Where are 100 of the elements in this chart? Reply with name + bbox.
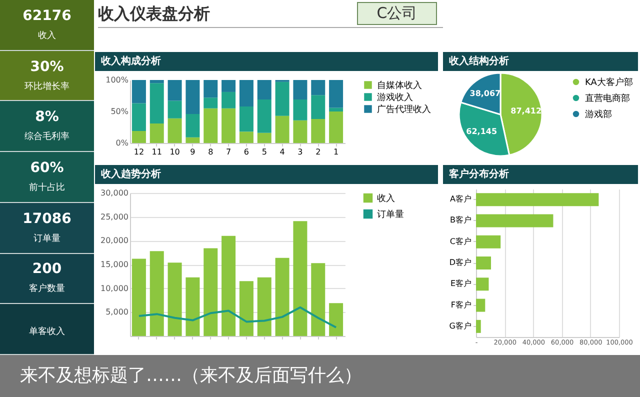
x-tick-label: 2 xyxy=(316,148,321,156)
legend-label: KA大客户部 xyxy=(585,77,633,88)
legend-label: 自媒体收入 xyxy=(377,80,422,91)
text: 30% xyxy=(29,58,65,75)
bar xyxy=(476,235,501,248)
text: 8% xyxy=(34,109,60,126)
chart-title: 收入结构分析 xyxy=(443,52,638,71)
bar xyxy=(186,114,200,138)
bar xyxy=(168,100,182,118)
legend-label: 游戏部 xyxy=(585,109,612,120)
legend-label: 直营电商部 xyxy=(585,93,630,104)
x-tick-label: 8 xyxy=(208,148,214,156)
bar xyxy=(222,108,236,143)
y-tick-label: E客户 xyxy=(450,279,472,288)
bar xyxy=(329,80,344,108)
bar xyxy=(257,277,272,336)
y-tick-label: 0% xyxy=(116,138,129,148)
y-tick-label: B客户 xyxy=(450,216,472,225)
x-tick-label: 4 xyxy=(280,148,285,156)
y-tick-label: 20,000 xyxy=(100,236,128,246)
bar xyxy=(132,131,146,143)
text: 前十占比 xyxy=(28,182,66,194)
bar xyxy=(186,137,200,143)
line-series xyxy=(138,306,338,328)
x-tick-label: 9 xyxy=(190,148,196,156)
bar xyxy=(186,277,200,336)
bar xyxy=(311,119,326,143)
x-tick-label: 6 xyxy=(244,148,250,156)
x-tick-label: 5 xyxy=(262,148,267,156)
x-tick-label: 1 xyxy=(333,148,339,156)
bar xyxy=(311,80,326,96)
legend-label: 收入 xyxy=(377,193,395,204)
y-tick-label: 100% xyxy=(106,76,129,84)
bar xyxy=(132,103,146,132)
y-tick-label: 30,000 xyxy=(100,188,128,198)
bar xyxy=(168,262,182,336)
x-tick-label: 11 xyxy=(152,148,162,156)
bar xyxy=(239,132,254,143)
bar xyxy=(257,132,272,143)
bar xyxy=(132,258,146,336)
bar xyxy=(311,95,326,120)
bar xyxy=(204,80,218,98)
text: 环比增长率 xyxy=(24,80,70,93)
bar xyxy=(257,100,272,133)
legend-label: 游戏收入 xyxy=(377,92,413,103)
bar xyxy=(293,80,308,100)
bar xyxy=(329,112,344,143)
y-tick-label: A客户 xyxy=(450,194,472,204)
text: 62176 xyxy=(22,8,72,24)
bar xyxy=(476,320,481,333)
chart-title: 客户分布分析 xyxy=(443,165,638,184)
bar xyxy=(222,236,236,336)
chart-title: 收入构成分析 xyxy=(95,52,438,71)
bar xyxy=(168,118,182,143)
y-tick-label: 15,000 xyxy=(100,260,128,269)
bar xyxy=(239,281,254,336)
bar xyxy=(257,80,272,100)
bar xyxy=(476,193,599,206)
y-tick-label: D客户 xyxy=(449,258,472,267)
bar xyxy=(329,303,344,336)
bar xyxy=(204,108,218,143)
bar xyxy=(150,80,164,84)
bar xyxy=(476,214,554,228)
bar xyxy=(150,83,164,124)
bar xyxy=(168,80,182,101)
data-label: 62,145 xyxy=(466,126,498,136)
y-tick-label: F客户 xyxy=(450,300,472,310)
bar xyxy=(186,80,200,114)
text: 17086 xyxy=(22,210,72,227)
bar xyxy=(329,108,344,112)
bar xyxy=(132,80,146,104)
text: 200 xyxy=(31,261,63,278)
bar xyxy=(204,248,218,336)
y-tick-label: 25,000 xyxy=(100,212,128,222)
data-label: 87,412 xyxy=(510,106,542,116)
y-tick-label: 10,000 xyxy=(100,284,128,293)
text: 综合毛利率 xyxy=(24,130,70,144)
bar xyxy=(275,82,290,116)
y-tick-label: 50% xyxy=(110,107,129,116)
bar xyxy=(222,80,236,92)
bar xyxy=(239,80,254,106)
bar xyxy=(275,258,290,336)
bar xyxy=(275,116,290,143)
legend-label: 订单量 xyxy=(377,209,404,220)
bar xyxy=(150,123,164,143)
text: 收入仪表盘分析 xyxy=(98,4,210,23)
text: 来不及想标题了……（来不及后面写什么） xyxy=(0,355,640,397)
bar xyxy=(293,100,308,120)
bar xyxy=(476,278,489,291)
x-tick-label: 12 xyxy=(134,148,144,156)
text: 60% xyxy=(29,160,65,176)
legend-label: 广告代理收入 xyxy=(377,104,431,115)
x-tick-label: 7 xyxy=(226,148,232,156)
bar xyxy=(239,106,254,132)
bar xyxy=(311,263,326,336)
x-tick-label: 10 xyxy=(170,148,180,156)
text: 单客收入 xyxy=(28,326,66,338)
bar xyxy=(476,298,486,312)
bar xyxy=(204,98,218,108)
bar xyxy=(150,251,164,336)
